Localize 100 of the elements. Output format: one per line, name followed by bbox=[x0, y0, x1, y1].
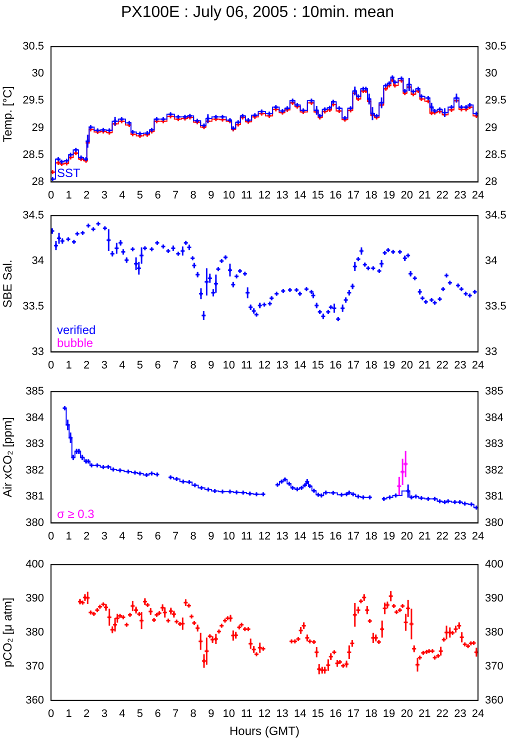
x-tick-label: 14 bbox=[294, 708, 306, 720]
x-tick-label: 0 bbox=[48, 708, 54, 720]
y2-tick-label: 370 bbox=[485, 660, 504, 672]
x-tick-label: 7 bbox=[172, 708, 179, 720]
x-tick-label: 4 bbox=[119, 708, 126, 720]
x-tick-label: 3 bbox=[101, 189, 108, 202]
x-tick-label: 13 bbox=[276, 359, 288, 372]
x-tick-label: 17 bbox=[347, 708, 360, 720]
y2-tick-label: 34.5 bbox=[485, 210, 506, 222]
x-tick-label: 20 bbox=[400, 708, 413, 720]
y-tick-label: 30.5 bbox=[22, 40, 44, 53]
y-tick-label: 28 bbox=[32, 176, 44, 188]
x-tick-label: 11 bbox=[240, 530, 252, 542]
x-tick-label: 23 bbox=[454, 359, 466, 372]
x-tick-label: 3 bbox=[101, 359, 108, 372]
x-tick-label: 23 bbox=[454, 530, 466, 542]
y-tick-label: 34 bbox=[32, 255, 44, 268]
y2-tick-label: 28 bbox=[485, 176, 498, 188]
x-tick-label: 10 bbox=[222, 359, 236, 372]
x-tick-label: 8 bbox=[190, 530, 196, 542]
x-tick-label: 4 bbox=[119, 530, 126, 542]
x-tick-label: 24 bbox=[472, 189, 484, 202]
y-axis-title: Temp. [°C] bbox=[0, 86, 15, 142]
x-tick-label: 23 bbox=[454, 189, 466, 202]
x-tick-label: 9 bbox=[208, 189, 214, 202]
y2-tick-label: 380 bbox=[485, 626, 504, 639]
x-tick-label: 13 bbox=[276, 530, 288, 542]
y2-tick-label: 385 bbox=[485, 386, 504, 398]
x-tick-label: 15 bbox=[312, 708, 324, 720]
y-tick-label: 380 bbox=[26, 516, 44, 529]
x-tick-label: 6 bbox=[154, 359, 161, 372]
x-tick-label: 5 bbox=[136, 708, 144, 720]
x-tick-label: 14 bbox=[294, 359, 306, 372]
x-tick-label: 3 bbox=[101, 530, 108, 542]
x-tick-label: 10 bbox=[222, 189, 236, 202]
x-tick-label: 16 bbox=[330, 359, 342, 372]
x-tick-label: 12 bbox=[258, 708, 271, 720]
x-tick-label: 2 bbox=[84, 359, 90, 372]
x-tick-label: 17 bbox=[347, 359, 360, 372]
text: σ ≥ 0.3 bbox=[57, 506, 95, 521]
y-tick-label: 380 bbox=[26, 626, 44, 639]
x-tick-label: 15 bbox=[312, 189, 324, 202]
legend-label: bubble bbox=[57, 336, 94, 350]
x-tick-label: 21 bbox=[418, 530, 431, 542]
x-tick-label: 1 bbox=[66, 708, 72, 720]
x-tick-label: 22 bbox=[436, 359, 449, 372]
y2-tick-label: 30.5 bbox=[485, 40, 506, 53]
x-tick-label: 20 bbox=[400, 530, 413, 542]
y-tick-label: 384 bbox=[26, 412, 44, 424]
x-tick-label: 9 bbox=[208, 359, 214, 372]
y-tick-label: 400 bbox=[26, 558, 44, 571]
chart-title: PX100E : July 06, 2005 : 10min. mean bbox=[120, 4, 396, 22]
y2-tick-label: 360 bbox=[485, 694, 504, 706]
x-axis-title: Hours (GMT) bbox=[230, 724, 300, 738]
y2-tick-label: 33 bbox=[485, 346, 498, 358]
y-tick-label: 381 bbox=[26, 490, 44, 503]
y-tick-label: 33 bbox=[32, 346, 44, 358]
x-tick-label: 18 bbox=[365, 708, 378, 720]
x-tick-label: 19 bbox=[382, 708, 396, 720]
x-tick-label: 19 bbox=[382, 189, 396, 202]
x-tick-label: 11 bbox=[240, 189, 252, 202]
x-tick-label: 7 bbox=[172, 359, 179, 372]
y-tick-label: 29 bbox=[32, 122, 44, 134]
x-tick-label: 5 bbox=[136, 359, 144, 372]
x-tick-label: 6 bbox=[154, 708, 161, 720]
x-tick-label: 14 bbox=[294, 530, 306, 542]
y-tick-label: 390 bbox=[26, 592, 44, 605]
x-tick-label: 17 bbox=[347, 530, 360, 542]
x-tick-label: 9 bbox=[208, 530, 214, 542]
y-tick-label: 28.5 bbox=[22, 148, 44, 161]
x-tick-label: 11 bbox=[240, 359, 252, 372]
x-tick-label: 6 bbox=[154, 530, 161, 542]
y2-tick-label: 29.5 bbox=[485, 94, 506, 107]
x-tick-label: 12 bbox=[258, 530, 271, 542]
x-tick-label: 1 bbox=[66, 189, 72, 202]
x-tick-label: 18 bbox=[365, 530, 378, 542]
x-tick-label: 15 bbox=[312, 530, 324, 542]
x-tick-label: 20 bbox=[400, 359, 413, 372]
y2-tick-label: 383 bbox=[485, 438, 504, 450]
x-tick-label: 2 bbox=[84, 530, 90, 542]
y2-tick-label: 33.5 bbox=[485, 300, 506, 312]
y2-tick-label: 382 bbox=[485, 464, 504, 476]
x-tick-label: 16 bbox=[330, 708, 342, 720]
x-tick-label: 16 bbox=[330, 530, 342, 542]
y-tick-label: 360 bbox=[26, 694, 44, 706]
y2-tick-label: 400 bbox=[485, 558, 504, 571]
x-tick-label: 23 bbox=[454, 708, 466, 720]
y-axis-title: SBE Sal. bbox=[0, 260, 15, 308]
y2-tick-label: 384 bbox=[485, 412, 504, 424]
x-tick-label: 4 bbox=[119, 189, 126, 202]
y-tick-label: 30 bbox=[32, 68, 44, 80]
x-tick-label: 24 bbox=[472, 359, 484, 372]
x-tick-label: 21 bbox=[418, 708, 431, 720]
x-tick-label: 14 bbox=[294, 189, 306, 202]
x-tick-label: 18 bbox=[365, 359, 378, 372]
x-tick-label: 24 bbox=[472, 530, 484, 542]
x-tick-label: 8 bbox=[190, 708, 196, 720]
y-tick-label: 370 bbox=[26, 660, 44, 672]
x-tick-label: 19 bbox=[382, 359, 396, 372]
x-tick-label: 21 bbox=[418, 359, 431, 372]
